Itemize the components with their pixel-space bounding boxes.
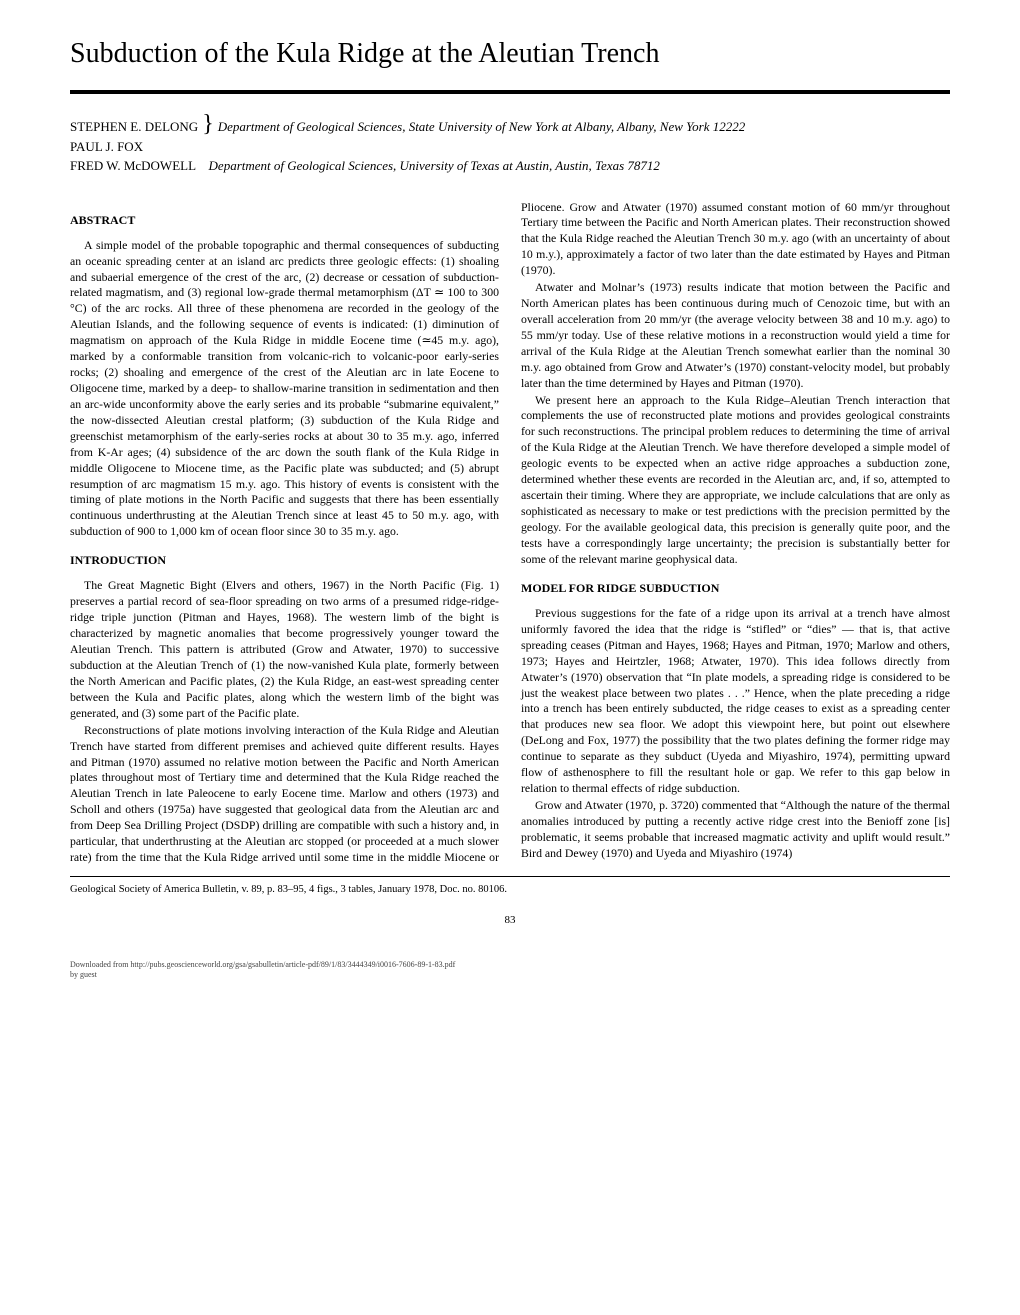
author-group-1: STEPHEN E. DELONG PAUL J. FOX } Departme…: [70, 116, 950, 156]
author-bracket-icon: }: [202, 116, 214, 133]
model-p1: Previous suggestions for the fate of a r…: [521, 606, 950, 797]
abstract-p1: A simple model of the probable topograph…: [70, 238, 499, 541]
download-line-2: by guest: [70, 970, 950, 980]
authors-block: STEPHEN E. DELONG PAUL J. FOX } Departme…: [70, 116, 950, 176]
download-footer: Downloaded from http://pubs.geosciencewo…: [70, 960, 950, 979]
title-rule: [70, 90, 950, 94]
page-title: Subduction of the Kula Ridge at the Aleu…: [70, 38, 950, 70]
download-line-1: Downloaded from http://pubs.geosciencewo…: [70, 960, 950, 970]
author-name-3: FRED W. McDOWELL: [70, 158, 196, 173]
author-names-group: STEPHEN E. DELONG PAUL J. FOX: [70, 117, 198, 156]
heading-introduction: INTRODUCTION: [70, 552, 499, 568]
heading-abstract: ABSTRACT: [70, 212, 499, 228]
model-p2: Grow and Atwater (1970, p. 3720) comment…: [521, 798, 950, 862]
intro-p3: Atwater and Molnar’s (1973) results indi…: [521, 280, 950, 391]
author-name-1: STEPHEN E. DELONG: [70, 117, 198, 137]
heading-model: MODEL FOR RIDGE SUBDUCTION: [521, 580, 950, 596]
author-group-2: FRED W. McDOWELL Department of Geologica…: [70, 156, 950, 176]
citation-rule: [70, 876, 950, 877]
citation-line: Geological Society of America Bulletin, …: [70, 883, 950, 897]
affiliation-2: Department of Geological Sciences, Unive…: [209, 158, 660, 173]
intro-p4: We present here an approach to the Kula …: [521, 393, 950, 568]
author-name-2: PAUL J. FOX: [70, 137, 198, 157]
body-content: ABSTRACT A simple model of the probable …: [70, 200, 950, 929]
affiliation-1: Department of Geological Sciences, State…: [218, 117, 746, 137]
page-number: 83: [70, 913, 950, 928]
intro-p1: The Great Magnetic Bight (Elvers and oth…: [70, 578, 499, 721]
